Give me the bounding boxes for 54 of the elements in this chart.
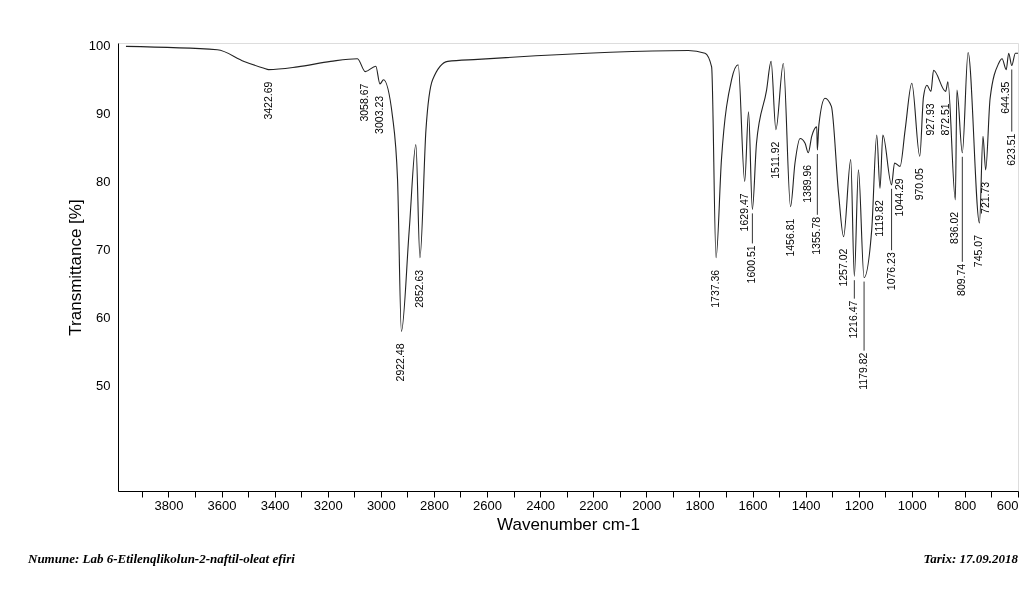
x-tick-label: 1400 (791, 497, 821, 513)
annotation: 1179.82 (857, 352, 870, 390)
y-tick-label: 50 (96, 378, 111, 394)
x-tick-label: 3200 (313, 497, 343, 513)
y-tick-label: 60 (96, 310, 111, 326)
x-tick-label: 2800 (419, 497, 449, 513)
x-tick-label: 2400 (526, 497, 556, 513)
annotation: 3058.67 (358, 83, 371, 122)
annotation: 1389.96 (801, 164, 814, 203)
annotation: 745.07 (972, 234, 985, 268)
annotation: 1216.47 (847, 300, 860, 339)
annotation: 1044.29 (893, 178, 906, 217)
y-axis-title: Transmittance [%] (65, 199, 85, 336)
x-tick-label: 1200 (844, 497, 874, 513)
annotation: 2852.63 (412, 269, 425, 308)
annotation: 623.51 (1004, 133, 1017, 166)
annotation: 1737.36 (709, 269, 722, 308)
annotation: 1456.81 (783, 218, 796, 257)
x-tick-label: 3000 (366, 497, 396, 513)
annotation: 3003.23 (372, 95, 385, 134)
x-tick-label: 2200 (579, 497, 609, 513)
y-tick-label: 100 (88, 37, 111, 53)
annotation: 809.74 (955, 263, 968, 296)
text: Numune: Lab 6-Etilenqlikolun-2-naftil-oleat efiri (27, 551, 296, 566)
x-tick-label: 600 (996, 497, 1019, 513)
x-tick-label: 1800 (685, 497, 715, 513)
x-tick-label: 1600 (738, 497, 768, 513)
annotation: 1629.47 (737, 193, 750, 232)
x-tick-label: 800 (954, 497, 977, 513)
annotation: 1119.82 (872, 200, 885, 237)
x-tick-label: 1000 (897, 497, 927, 513)
annotation: 644.35 (999, 81, 1012, 114)
annotation: 1076.23 (884, 252, 897, 291)
annotation: 970.05 (912, 168, 925, 201)
x-tick-label: 3600 (207, 497, 237, 513)
annotation: 1600.51 (745, 245, 758, 284)
text: Tarix: 17.09.2018 (923, 551, 1019, 566)
annotation: 1257.02 (836, 248, 849, 287)
x-tick-label: 2000 (632, 497, 662, 513)
annotation: 2922.48 (394, 343, 407, 382)
y-tick-label: 90 (96, 105, 111, 121)
x-axis-title: Wavenumber cm-1 (497, 514, 640, 534)
y-tick-label: 70 (96, 242, 111, 258)
y-tick-label: 80 (96, 173, 111, 189)
annotation: 872.51 (938, 103, 951, 136)
annotation: 1355.78 (810, 216, 823, 255)
annotation: 3422.69 (261, 81, 274, 120)
annotation: 927.93 (923, 103, 936, 136)
annotation: 721.73 (978, 181, 991, 214)
annotation: 836.02 (948, 211, 961, 244)
x-tick-label: 3400 (260, 497, 290, 513)
x-tick-label: 3800 (154, 497, 184, 513)
annotation: 1511.92 (768, 141, 781, 179)
x-tick-label: 2600 (473, 497, 502, 513)
